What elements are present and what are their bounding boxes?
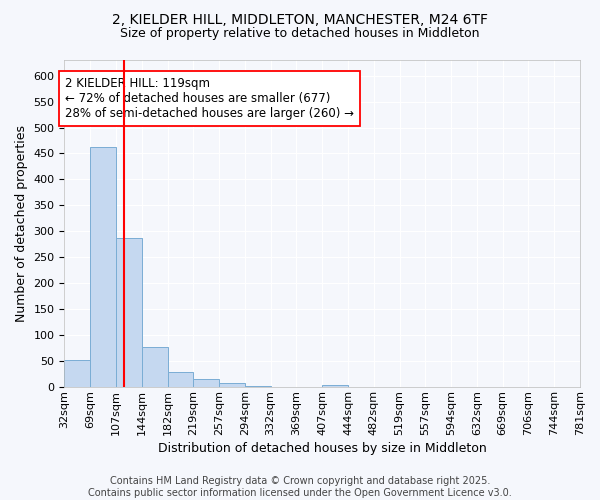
Bar xyxy=(219,383,245,387)
X-axis label: Distribution of detached houses by size in Middleton: Distribution of detached houses by size … xyxy=(158,442,487,455)
Bar xyxy=(167,372,193,387)
Text: Size of property relative to detached houses in Middleton: Size of property relative to detached ho… xyxy=(120,28,480,40)
Y-axis label: Number of detached properties: Number of detached properties xyxy=(15,125,28,322)
Bar xyxy=(90,147,116,387)
Text: 2 KIELDER HILL: 119sqm
← 72% of detached houses are smaller (677)
28% of semi-de: 2 KIELDER HILL: 119sqm ← 72% of detached… xyxy=(65,76,354,120)
Bar xyxy=(64,360,90,387)
Bar xyxy=(116,238,142,387)
Text: Contains HM Land Registry data © Crown copyright and database right 2025.
Contai: Contains HM Land Registry data © Crown c… xyxy=(88,476,512,498)
Bar xyxy=(193,379,219,387)
Bar xyxy=(322,384,348,387)
Bar xyxy=(142,347,167,387)
Bar xyxy=(245,386,271,387)
Text: 2, KIELDER HILL, MIDDLETON, MANCHESTER, M24 6TF: 2, KIELDER HILL, MIDDLETON, MANCHESTER, … xyxy=(112,12,488,26)
